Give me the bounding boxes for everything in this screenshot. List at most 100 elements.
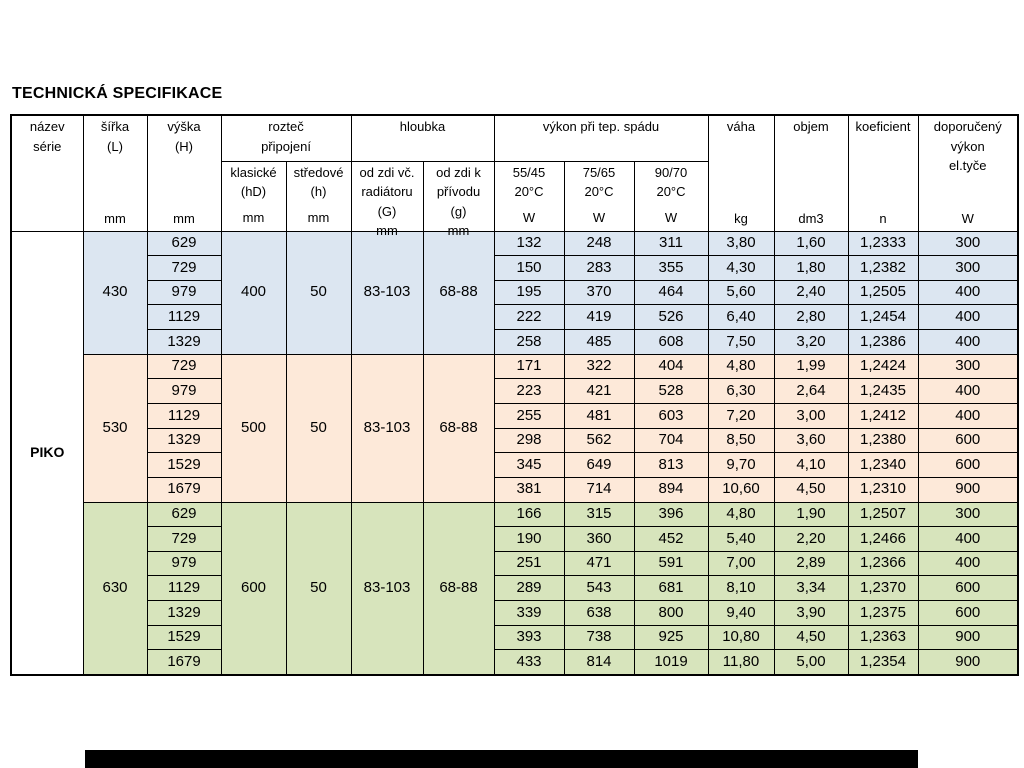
coefficient-cell: 1,2466 xyxy=(847,526,919,552)
col-header-power-90-70: 90/70 20°C W xyxy=(633,160,709,232)
weight-cell: 10,80 xyxy=(707,624,775,651)
power-55-45-cell: 195 xyxy=(493,279,565,306)
recommended-cell: 300 xyxy=(917,353,1019,380)
recommended-cell: 600 xyxy=(917,575,1019,602)
col-unit-power-90-70: W xyxy=(664,210,678,225)
pitch-central-cell: 50 xyxy=(285,501,352,676)
height-cell: 1129 xyxy=(146,304,222,331)
power-90-70-cell: 1019 xyxy=(633,649,709,676)
table-row: 729 150 283 355 4,30 1,80 1,2382 300 xyxy=(11,255,1019,281)
weight-cell: 8,50 xyxy=(707,427,775,454)
power-75-65-cell: 814 xyxy=(563,649,635,676)
power-75-65-cell: 248 xyxy=(563,230,635,257)
col-unit-volume: dm3 xyxy=(798,210,824,226)
col-label-recommended: doporučený výkon el.tyče xyxy=(933,119,1002,173)
power-75-65-cell: 543 xyxy=(563,575,635,602)
recommended-cell: 300 xyxy=(917,230,1019,257)
power-90-70-cell: 704 xyxy=(633,427,709,454)
col-header-height: výška (H) mm xyxy=(146,114,222,232)
power-75-65-cell: 370 xyxy=(563,279,635,306)
height-cell: 979 xyxy=(146,378,222,404)
power-75-65-cell: 419 xyxy=(563,304,635,331)
width-cell: 630 xyxy=(82,501,148,676)
power-75-65-cell: 562 xyxy=(563,427,635,454)
height-cell: 1329 xyxy=(146,329,222,355)
power-55-45-cell: 223 xyxy=(493,378,565,404)
weight-cell: 9,40 xyxy=(707,600,775,626)
coefficient-cell: 1,2370 xyxy=(847,575,919,602)
recommended-cell: 900 xyxy=(917,649,1019,676)
power-55-45-cell: 289 xyxy=(493,575,565,602)
power-90-70-cell: 608 xyxy=(633,329,709,355)
weight-cell: 4,30 xyxy=(707,255,775,281)
weight-cell: 5,60 xyxy=(707,279,775,306)
table-row: 1129 222 419 526 6,40 2,80 1,2454 400 xyxy=(11,304,1019,331)
weight-cell: 7,00 xyxy=(707,550,775,577)
power-55-45-cell: 251 xyxy=(493,550,565,577)
recommended-cell: 600 xyxy=(917,452,1019,478)
power-90-70-cell: 396 xyxy=(633,501,709,528)
table-row: 979 251 471 591 7,00 2,89 1,2366 400 xyxy=(11,550,1019,577)
power-55-45-cell: 381 xyxy=(493,476,565,503)
col-group-power: výkon při tep. spádu xyxy=(493,114,709,162)
coefficient-cell: 1,2412 xyxy=(847,402,919,429)
col-label-width: šířka (L) xyxy=(100,119,130,154)
table-row: 1529 393 738 925 10,80 4,50 1,2363 900 xyxy=(11,624,1019,651)
col-header-width: šířka (L) mm xyxy=(82,114,148,232)
pitch-classic-cell: 400 xyxy=(220,230,287,355)
recommended-cell: 400 xyxy=(917,550,1019,577)
height-cell: 1679 xyxy=(146,476,222,503)
power-75-65-cell: 738 xyxy=(563,624,635,651)
power-75-65-cell: 322 xyxy=(563,353,635,380)
table-row: 1679 433 814 1019 11,80 5,00 1,2354 900 xyxy=(11,649,1019,676)
height-cell: 729 xyxy=(146,353,222,380)
col-label-weight: váha xyxy=(726,119,756,134)
height-cell: 629 xyxy=(146,230,222,257)
height-cell: 1529 xyxy=(146,624,222,651)
coefficient-cell: 1,2363 xyxy=(847,624,919,651)
volume-cell: 1,99 xyxy=(773,353,849,380)
power-75-65-cell: 485 xyxy=(563,329,635,355)
table-row: 729 190 360 452 5,40 2,20 1,2466 400 xyxy=(11,526,1019,552)
col-header-recommended: doporučený výkon el.tyče W xyxy=(917,114,1019,232)
volume-cell: 3,20 xyxy=(773,329,849,355)
power-55-45-cell: 150 xyxy=(493,255,565,281)
height-cell: 1129 xyxy=(146,402,222,429)
power-90-70-cell: 800 xyxy=(633,600,709,626)
pitch-classic-cell: 600 xyxy=(220,501,287,676)
col-header-power-55-45: 55/45 20°C W xyxy=(493,160,565,232)
coefficient-cell: 1,2310 xyxy=(847,476,919,503)
volume-cell: 3,60 xyxy=(773,427,849,454)
recommended-cell: 600 xyxy=(917,600,1019,626)
height-cell: 979 xyxy=(146,279,222,306)
coefficient-cell: 1,2354 xyxy=(847,649,919,676)
coefficient-cell: 1,2424 xyxy=(847,353,919,380)
table-header: název série šířka (L) mm výška (H) mm rozt… xyxy=(10,114,1019,238)
volume-cell: 2,89 xyxy=(773,550,849,577)
recommended-cell: 300 xyxy=(917,501,1019,528)
table-body: PIKO 430 629 400 50 83-103 68-88 132 248 311 3,80 1… xyxy=(10,230,1019,676)
power-75-65-cell: 714 xyxy=(563,476,635,503)
weight-cell: 4,80 xyxy=(707,501,775,528)
recommended-cell: 300 xyxy=(917,255,1019,281)
col-label-pitch-central: středové (h) xyxy=(293,164,344,200)
power-75-65-cell: 315 xyxy=(563,501,635,528)
power-55-45-cell: 255 xyxy=(493,402,565,429)
table-row: 1679 381 714 894 10,60 4,50 1,2310 900 xyxy=(11,476,1019,503)
recommended-cell: 600 xyxy=(917,427,1019,454)
col-header-weight: váha kg xyxy=(707,114,775,232)
height-cell: 729 xyxy=(146,255,222,281)
weight-cell: 5,40 xyxy=(707,526,775,552)
col-unit-power-55-45: W xyxy=(522,210,536,225)
height-cell: 979 xyxy=(146,550,222,577)
col-label-height: výška (H) xyxy=(167,119,201,154)
col-label-pitch-classic: klasické (hD) xyxy=(230,164,277,200)
recommended-cell: 400 xyxy=(917,279,1019,306)
volume-cell: 2,64 xyxy=(773,378,849,404)
power-55-45-cell: 433 xyxy=(493,649,565,676)
power-90-70-cell: 311 xyxy=(633,230,709,257)
volume-cell: 3,00 xyxy=(773,402,849,429)
height-cell: 629 xyxy=(146,501,222,528)
height-cell: 1529 xyxy=(146,452,222,478)
coefficient-cell: 1,2333 xyxy=(847,230,919,257)
